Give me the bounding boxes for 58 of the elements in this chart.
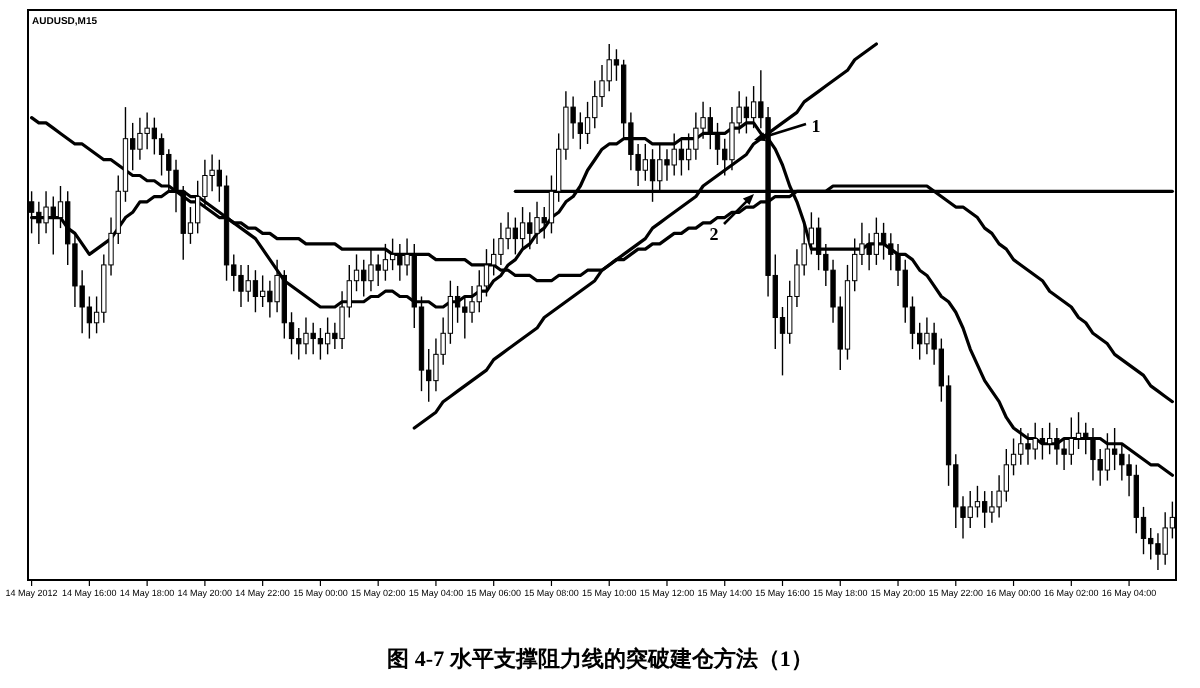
candlestick xyxy=(815,216,822,271)
candlestick xyxy=(880,222,887,261)
candlestick xyxy=(1068,416,1074,466)
candlestick xyxy=(1025,432,1031,466)
candlestick xyxy=(310,322,316,356)
annotation: 2 xyxy=(709,224,720,244)
candlestick xyxy=(296,327,302,361)
candlestick xyxy=(924,316,930,356)
candlestick xyxy=(982,490,988,529)
candlestick xyxy=(382,243,389,282)
candlestick xyxy=(1032,422,1038,461)
candlestick xyxy=(238,264,244,308)
candlestick xyxy=(685,132,692,171)
candlestick xyxy=(483,248,490,298)
candlestick xyxy=(195,180,201,235)
candlestick xyxy=(361,258,367,298)
candlestick xyxy=(1039,427,1046,461)
candlestick xyxy=(512,216,519,256)
candlestick xyxy=(245,264,251,303)
candlestick xyxy=(1003,448,1009,503)
candlestick xyxy=(462,295,468,340)
candlestick xyxy=(577,111,584,150)
candlestick xyxy=(1162,511,1168,566)
candlestick xyxy=(368,248,374,292)
candlestick xyxy=(151,116,158,156)
candlestick xyxy=(1155,532,1161,571)
candlestick xyxy=(584,101,591,145)
candlestick xyxy=(534,201,540,245)
candlestick xyxy=(303,316,309,356)
candlestick xyxy=(317,327,324,361)
candlestick xyxy=(873,216,880,266)
candlestick xyxy=(671,132,677,177)
candlestick xyxy=(267,280,273,319)
candlestick xyxy=(678,137,685,177)
text: 图 4-7 水平支撑阻力线的突破建仓方法（1） xyxy=(387,646,813,672)
candlestick xyxy=(519,206,526,250)
candlestick xyxy=(50,195,56,256)
candlestick xyxy=(1046,422,1053,455)
candlestick xyxy=(866,232,872,271)
candlestick xyxy=(1111,427,1118,471)
candlestick xyxy=(324,316,331,356)
candlestick xyxy=(664,148,670,182)
candlestick xyxy=(389,237,396,271)
candlestick xyxy=(397,243,403,282)
candlestick xyxy=(36,201,42,245)
candlestick xyxy=(967,490,973,529)
annotation: 1 xyxy=(811,116,822,136)
candlestick xyxy=(974,485,981,519)
candlestick xyxy=(1018,427,1024,466)
candlestick xyxy=(1075,411,1082,450)
candlestick xyxy=(1054,427,1060,466)
candlestick xyxy=(252,269,259,313)
candlestick xyxy=(158,132,165,177)
candlestick xyxy=(137,116,143,161)
candlestick xyxy=(642,143,648,182)
candlestick xyxy=(259,274,266,308)
candlestick xyxy=(527,211,533,250)
candlestick xyxy=(375,253,381,287)
